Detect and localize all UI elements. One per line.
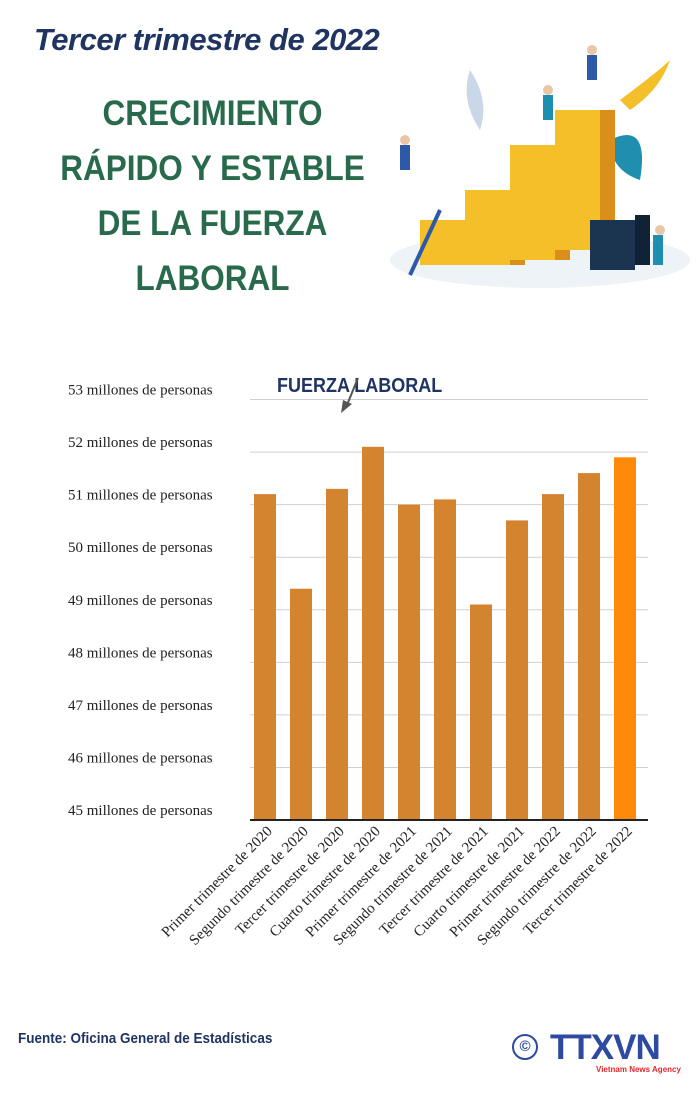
title-line: LABORAL	[135, 259, 290, 298]
bar	[398, 504, 420, 820]
bar	[434, 499, 456, 820]
y-tick-label: 49 millones de personas	[68, 593, 213, 609]
bar	[470, 604, 492, 820]
bar	[290, 588, 312, 820]
labor-force-bar-chart: 45 millones de personas 46 millones de pe…	[68, 375, 648, 949]
title-line: CRECIMIENTO	[102, 94, 323, 133]
arrow-head-icon	[341, 400, 352, 413]
title-line: DE LA FUERZA	[97, 204, 328, 243]
source-note: Fuente: Oficina General de Estadísticas	[18, 1030, 273, 1047]
bar	[542, 494, 564, 820]
bar	[254, 494, 276, 820]
y-tick-label: 50 millones de personas	[68, 540, 213, 556]
logo-text: TTXVN	[550, 1028, 661, 1067]
y-tick-label: 51 millones de personas	[68, 488, 213, 504]
y-tick-label: 45 millones de personas	[68, 803, 213, 819]
bar	[614, 457, 636, 820]
copyright-icon: ©	[512, 1034, 538, 1060]
y-tick-label: 48 millones de personas	[68, 645, 213, 661]
series-label: FUERZA LABORAL	[277, 375, 443, 397]
y-tick-label: 47 millones de personas	[68, 698, 213, 714]
bar	[578, 473, 600, 820]
bar	[362, 446, 384, 820]
logo-subtext: Vietnam News Agency	[596, 1065, 681, 1074]
page-title: CRECIMIENTO RÁPIDO Y ESTABLE DE LA FUERZ…	[57, 86, 368, 306]
bar	[506, 520, 528, 820]
bar	[326, 488, 348, 820]
y-tick-label: 52 millones de personas	[68, 435, 213, 451]
y-tick-label: 53 millones de personas	[68, 383, 213, 399]
growth-illustration	[390, 45, 690, 288]
y-tick-label: 46 millones de personas	[68, 750, 213, 766]
annotation-arrow	[346, 377, 359, 406]
subtitle: Tercer trimestre de 2022	[34, 22, 380, 57]
title-line: RÁPIDO Y ESTABLE	[60, 149, 365, 188]
